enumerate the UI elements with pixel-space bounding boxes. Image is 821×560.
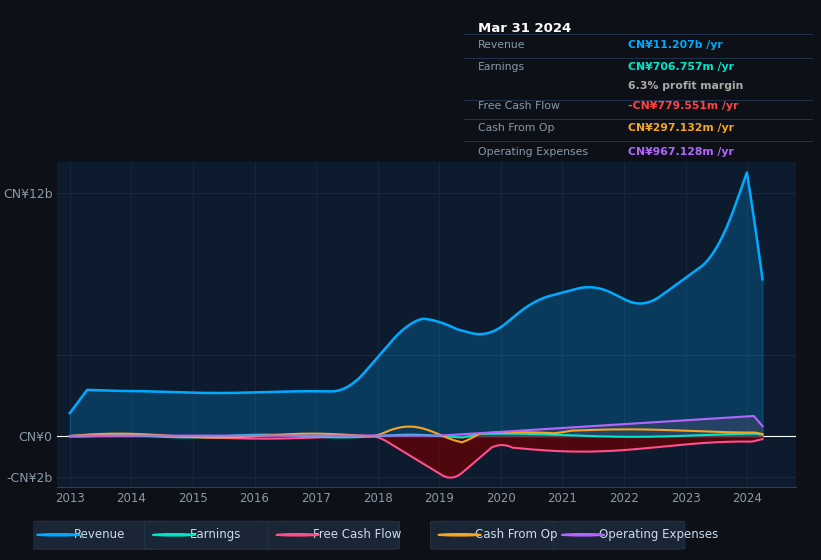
- Text: CN¥706.757m /yr: CN¥706.757m /yr: [628, 62, 734, 72]
- Text: Revenue: Revenue: [478, 40, 525, 50]
- FancyBboxPatch shape: [430, 521, 562, 549]
- Text: Free Cash Flow: Free Cash Flow: [478, 101, 560, 110]
- Circle shape: [276, 534, 319, 536]
- Circle shape: [37, 534, 80, 536]
- Text: CN¥297.132m /yr: CN¥297.132m /yr: [628, 123, 734, 133]
- FancyBboxPatch shape: [29, 521, 160, 549]
- Text: Mar 31 2024: Mar 31 2024: [478, 22, 571, 35]
- Circle shape: [438, 534, 481, 536]
- Text: CN¥967.128m /yr: CN¥967.128m /yr: [628, 147, 734, 157]
- FancyBboxPatch shape: [553, 521, 685, 549]
- Text: Operating Expenses: Operating Expenses: [478, 147, 588, 157]
- Text: Earnings: Earnings: [478, 62, 525, 72]
- Circle shape: [153, 534, 195, 536]
- Text: -CN¥779.551m /yr: -CN¥779.551m /yr: [628, 101, 738, 110]
- Text: Free Cash Flow: Free Cash Flow: [313, 528, 401, 542]
- Text: Cash From Op: Cash From Op: [475, 528, 557, 542]
- FancyBboxPatch shape: [268, 521, 400, 549]
- Text: 6.3% profit margin: 6.3% profit margin: [628, 81, 743, 91]
- Text: CN¥11.207b /yr: CN¥11.207b /yr: [628, 40, 722, 50]
- Text: Earnings: Earnings: [190, 528, 241, 542]
- Text: Revenue: Revenue: [74, 528, 125, 542]
- FancyBboxPatch shape: [144, 521, 276, 549]
- Circle shape: [562, 534, 605, 536]
- Text: Operating Expenses: Operating Expenses: [599, 528, 718, 542]
- Text: Cash From Op: Cash From Op: [478, 123, 554, 133]
